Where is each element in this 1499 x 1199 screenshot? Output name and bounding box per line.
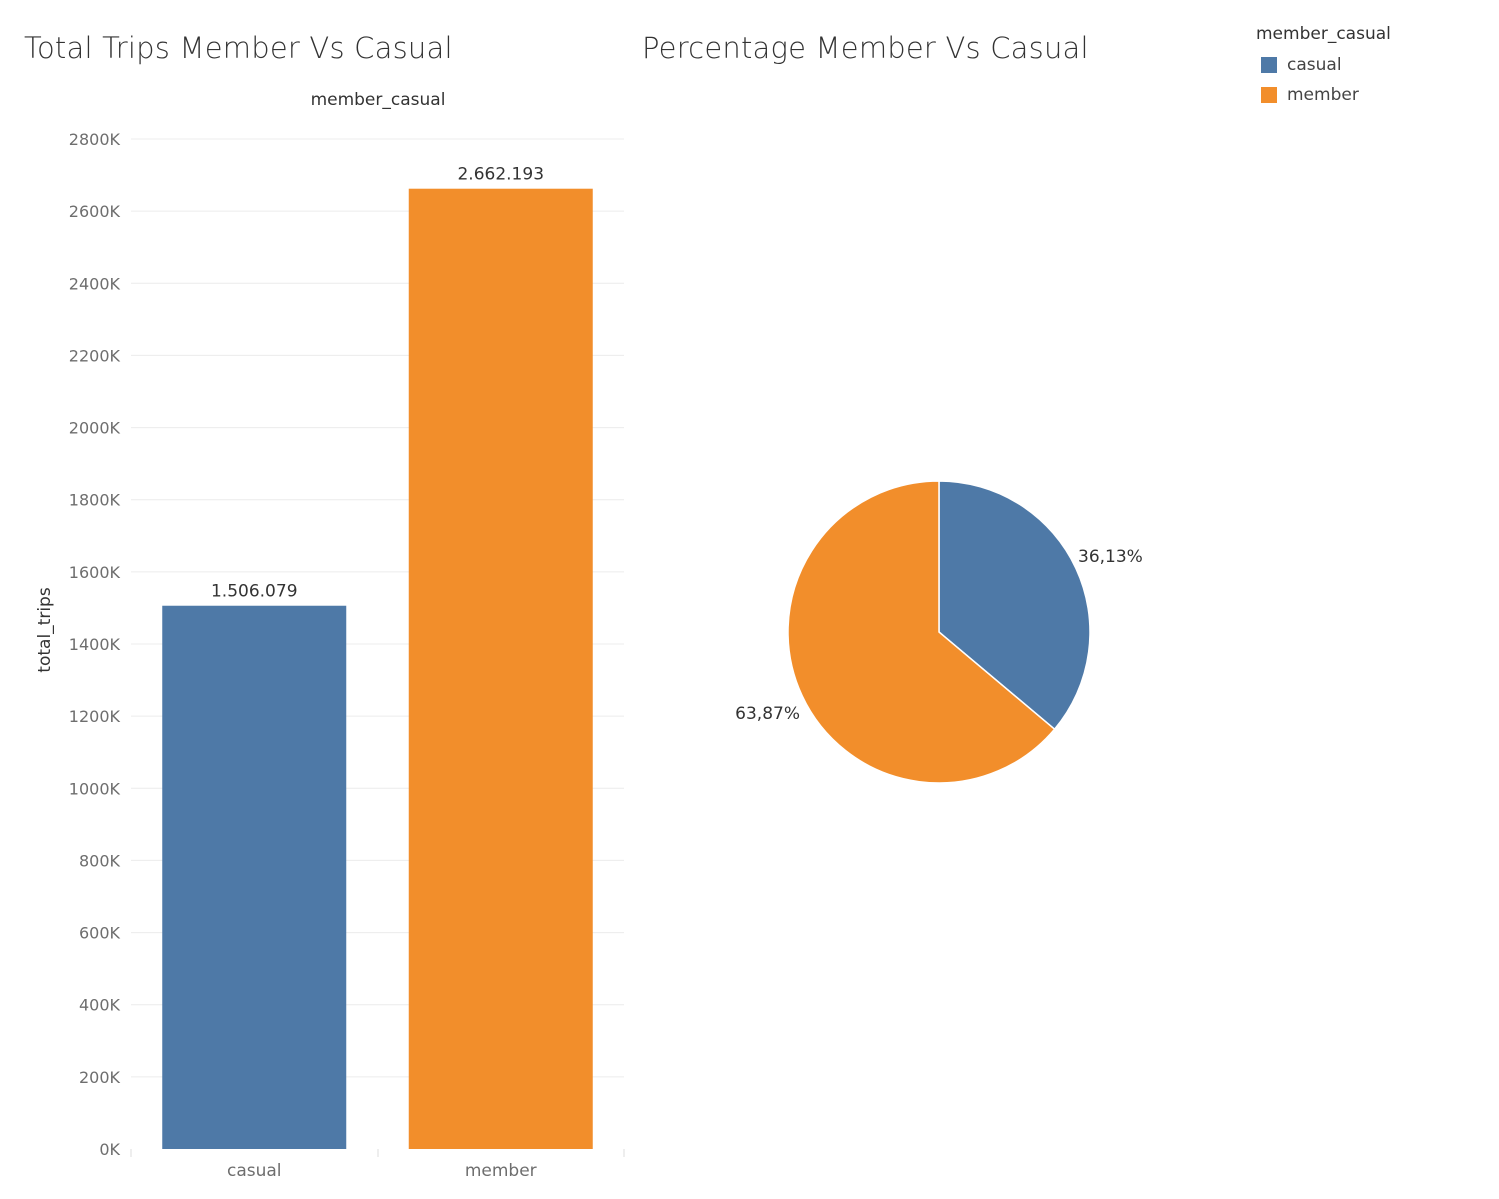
x-tick-label-member: member <box>465 1161 537 1181</box>
legend-item-member[interactable]: member <box>1261 80 1486 110</box>
pie-slice-casual[interactable] <box>938 480 1091 731</box>
pie-slice-member[interactable] <box>787 480 1056 784</box>
y-tick-label: 1400K <box>69 635 121 654</box>
legend: member_casual casual member <box>1256 24 1486 110</box>
y-tick-label: 0K <box>99 1140 120 1159</box>
bar-casual[interactable] <box>162 605 347 1149</box>
x-tick-label-casual: casual <box>227 1161 282 1181</box>
legend-title: member_casual <box>1256 24 1391 44</box>
bar-chart-title: Total Trips Member Vs Casual <box>24 31 453 65</box>
y-tick-label: 400K <box>79 996 121 1015</box>
y-tick-label: 2000K <box>69 419 121 438</box>
bar-member[interactable] <box>408 188 593 1149</box>
y-tick-label: 800K <box>79 851 121 870</box>
pie-slices <box>787 480 1091 784</box>
y-tick-label: 2200K <box>69 346 121 365</box>
legend-label-member: member <box>1287 85 1359 105</box>
y-tick-label: 1200K <box>69 707 121 726</box>
legend-swatch-casual <box>1261 57 1277 73</box>
y-tick-label: 2600K <box>69 202 121 221</box>
pie-label-casual: 36,13% <box>1078 547 1143 567</box>
y-tick-label: 1000K <box>69 779 121 798</box>
legend-item-casual[interactable]: casual <box>1261 50 1486 80</box>
bar-y-axis-label: total_trips <box>35 587 55 673</box>
bar-y-axis-ticks: 0K 200K 400K 600K 800K 1000K 1200K 1400K 1600K 18… <box>69 130 121 1159</box>
y-tick-label: 2800K <box>69 130 121 149</box>
pie-label-member: 63,87% <box>735 704 800 724</box>
y-tick-label: 1600K <box>69 563 121 582</box>
y-tick-label: 600K <box>79 924 121 943</box>
pie-chart-title: Percentage Member Vs Casual <box>642 31 1089 65</box>
y-tick-label: 2400K <box>69 274 121 293</box>
bar-marks <box>162 188 593 1149</box>
legend-swatch-member <box>1261 87 1277 103</box>
legend-label-casual: casual <box>1287 55 1342 75</box>
bar-data-labels: 1.506.079 2.662.193 <box>211 165 544 602</box>
bar-value-label-casual: 1.506.079 <box>211 582 298 602</box>
bar-column-header: member_casual <box>311 90 446 110</box>
y-tick-label: 200K <box>79 1068 121 1087</box>
y-tick-label: 1800K <box>69 491 121 510</box>
bar-chart: 0K 200K 400K 600K 800K 1000K 1200K 1400K 1600K 18… <box>35 90 625 1181</box>
bar-value-label-member: 2.662.193 <box>457 165 544 185</box>
bar-x-axis-ticks: casual member <box>227 1161 537 1181</box>
